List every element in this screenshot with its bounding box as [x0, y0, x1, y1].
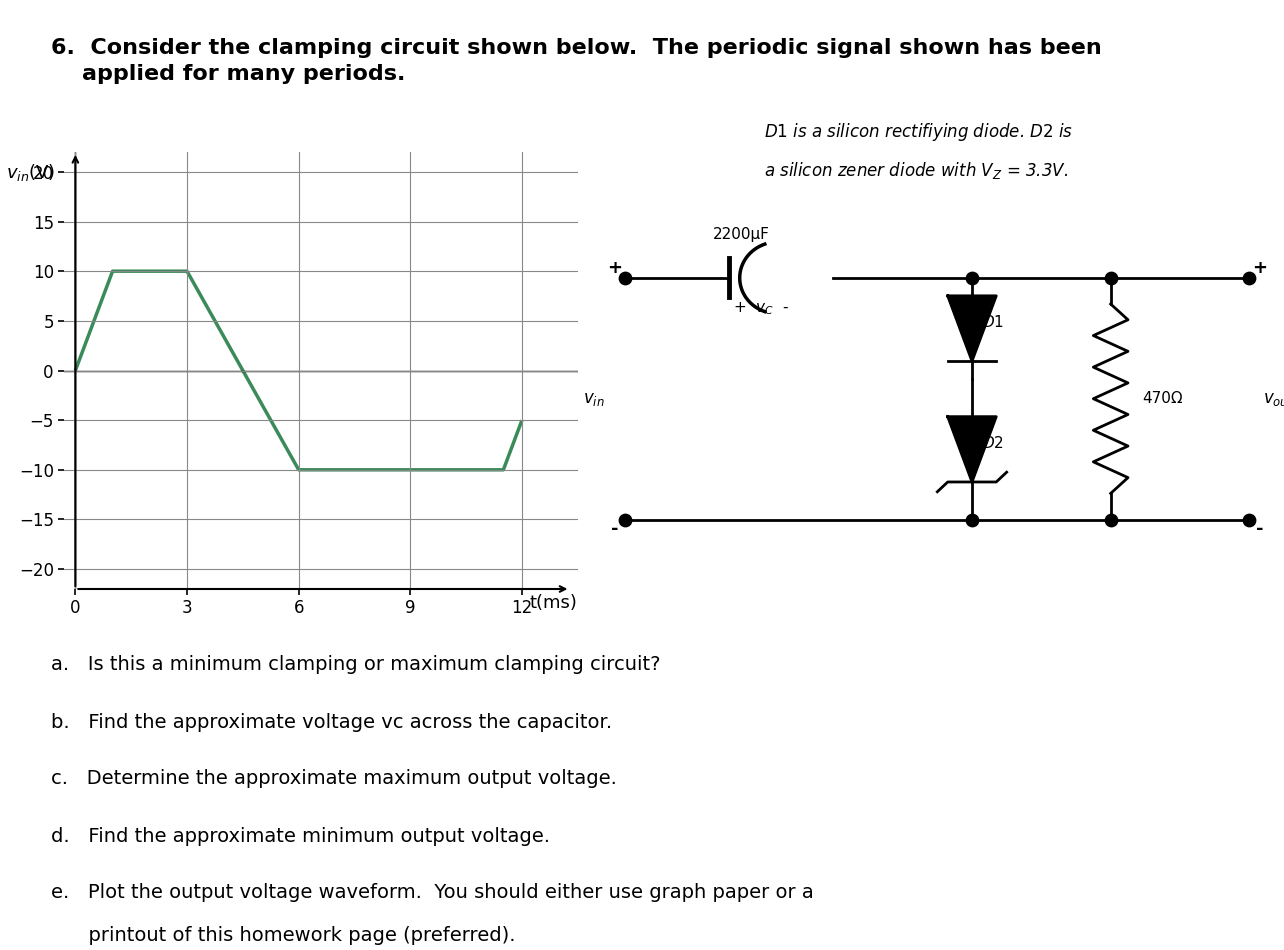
Point: [615, 512, 636, 527]
Point: [615, 270, 636, 285]
Text: 6.  Consider the clamping circuit shown below.  The periodic signal shown has be: 6. Consider the clamping circuit shown b…: [51, 38, 1102, 85]
Point: [962, 270, 982, 285]
Text: d.   Find the approximate minimum output voltage.: d. Find the approximate minimum output v…: [51, 826, 551, 846]
Text: $v_{out}$: $v_{out}$: [1263, 390, 1284, 408]
Text: +: +: [607, 259, 623, 277]
Text: e.   Plot the output voltage waveform.  You should either use graph paper or a: e. Plot the output voltage waveform. You…: [51, 884, 814, 902]
Text: t(ms): t(ms): [530, 594, 578, 612]
Text: $D1$: $D1$: [982, 314, 1004, 330]
Polygon shape: [948, 295, 996, 361]
Text: printout of this homework page (preferred).: printout of this homework page (preferre…: [51, 926, 516, 945]
Text: $D2$: $D2$: [982, 435, 1004, 451]
Text: $v_{in}$(V): $v_{in}$(V): [6, 162, 55, 183]
Point: [1239, 512, 1260, 527]
Text: b.   Find the approximate voltage vᴄ across the capacitor.: b. Find the approximate voltage vᴄ acros…: [51, 712, 612, 732]
Text: c.   Determine the approximate maximum output voltage.: c. Determine the approximate maximum out…: [51, 770, 618, 788]
Text: -: -: [611, 521, 619, 539]
Text: +: +: [1252, 259, 1267, 277]
Text: -: -: [1256, 521, 1263, 539]
Text: a.   Is this a minimum clamping or maximum clamping circuit?: a. Is this a minimum clamping or maximum…: [51, 656, 661, 674]
Point: [1100, 270, 1121, 285]
Text: 2200μF: 2200μF: [713, 227, 770, 242]
Text: a silicon zener diode with $V_Z$ = 3.3V.: a silicon zener diode with $V_Z$ = 3.3V.: [764, 161, 1068, 181]
Text: +  $v_C$  -: + $v_C$ -: [733, 301, 788, 317]
Point: [1239, 270, 1260, 285]
Point: [962, 512, 982, 527]
Polygon shape: [948, 417, 996, 482]
Text: $D1$ is a silicon rectifiying diode. $D2$ is: $D1$ is a silicon rectifiying diode. $D2…: [764, 122, 1073, 143]
Point: [1100, 512, 1121, 527]
Text: 470Ω: 470Ω: [1141, 391, 1183, 407]
Text: $v_{in}$: $v_{in}$: [583, 390, 605, 408]
